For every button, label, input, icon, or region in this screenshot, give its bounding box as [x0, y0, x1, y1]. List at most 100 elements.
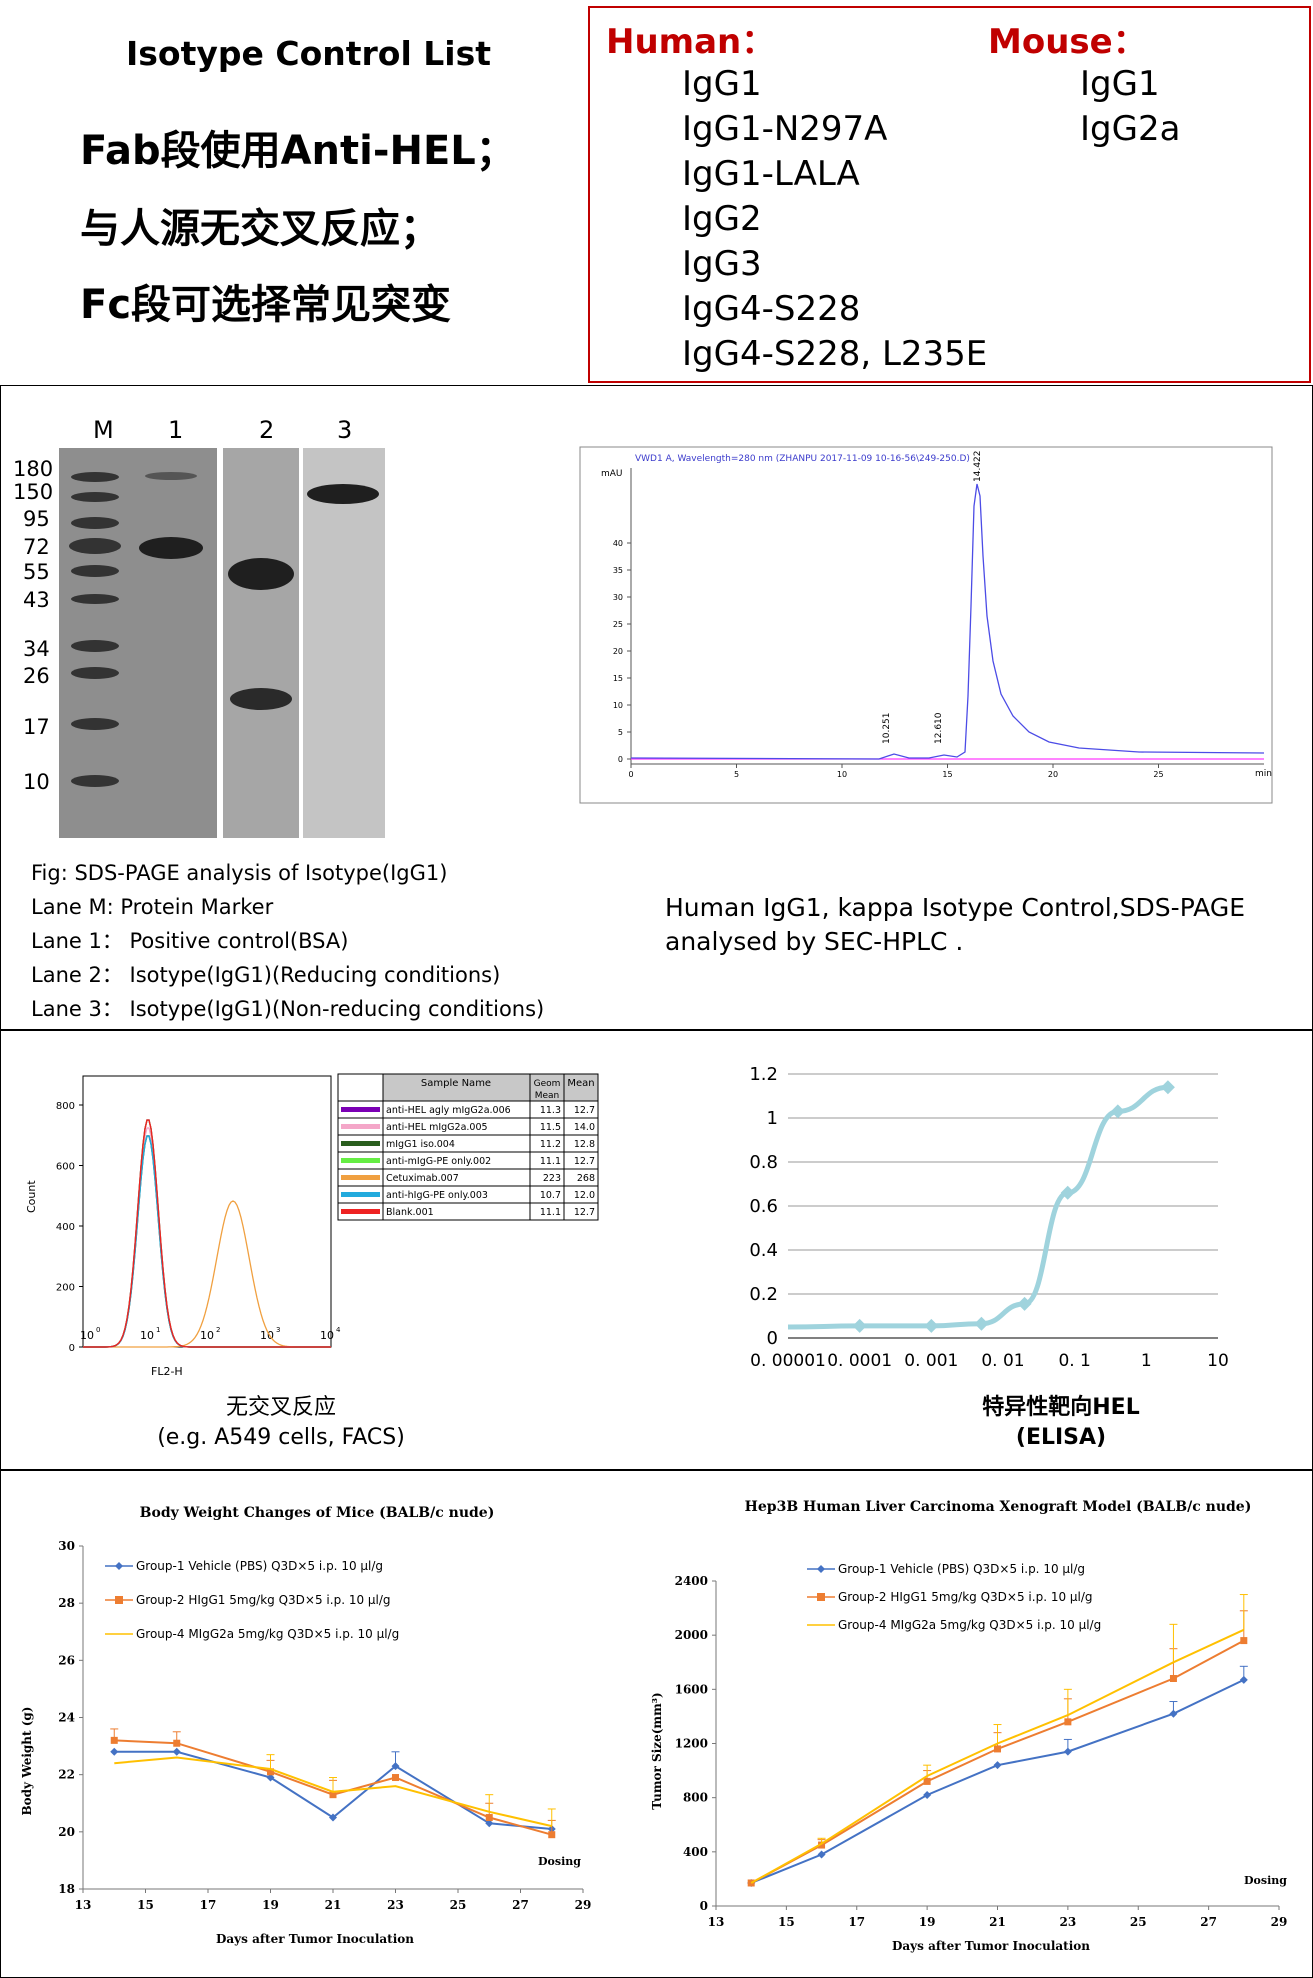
- mouse-isotype-item: IgG1: [1080, 64, 1160, 104]
- gel-legend: Fig: SDS-PAGE analysis of Isotype(IgG1) …: [31, 856, 544, 1026]
- bw-y-tick: 26: [58, 1653, 75, 1667]
- sds-page-gel: M 1 2 3 180 150 95 72 55 43 34: [13, 416, 385, 838]
- tumor-point: [1240, 1637, 1248, 1645]
- facs-y-tick: 800: [56, 1101, 75, 1112]
- facs-row-geom: 11.1: [540, 1207, 561, 1218]
- svg-text:Mean: Mean: [567, 1078, 594, 1089]
- human-label: Human：: [606, 22, 776, 62]
- lane-label-3: 3: [337, 416, 352, 444]
- facs-curve: [83, 1119, 331, 1348]
- svg-text:26: 26: [23, 664, 50, 688]
- hplc-y-tick: 15: [613, 674, 623, 683]
- bw-point: [485, 1814, 493, 1822]
- human-isotype-item: IgG4-S228, L235E: [682, 334, 988, 374]
- tumor-ylabel: Tumor Size(mm³): [650, 1692, 664, 1809]
- hplc-x-tick: 25: [1153, 770, 1163, 779]
- tumor-point: [1169, 1675, 1177, 1682]
- lane-label-1: 1: [168, 416, 183, 444]
- facs-curve: [83, 1135, 331, 1348]
- elisa-x-ticks: 0. 00001 0. 0001 0. 001 0. 01 0. 1 1 10: [750, 1351, 1229, 1371]
- elisa-y-tick: 0.2: [749, 1284, 778, 1305]
- gel-legend-lane-m: Lane M: Protein Marker: [31, 895, 274, 919]
- tumor-x-tick: 25: [1130, 1915, 1147, 1929]
- facs-caption: 无交叉反应 (e.g. A549 cells, FACS): [151, 1393, 411, 1453]
- elisa-point: [1060, 1185, 1075, 1200]
- tumor-point: [1169, 1709, 1178, 1718]
- gel-slab-2: [223, 448, 299, 838]
- svg-text:Mean: Mean: [535, 1091, 560, 1101]
- tumor-dosing: Dosing: [1244, 1874, 1287, 1887]
- svg-text:34: 34: [23, 637, 50, 661]
- tumor-x-tick: 21: [989, 1915, 1006, 1929]
- facs-ylabel: Count: [25, 1180, 38, 1213]
- bw-point: [485, 1819, 494, 1828]
- facs-y-tick: 600: [56, 1162, 75, 1173]
- bw-y-tick: 20: [58, 1825, 75, 1839]
- tumor-y-tick: 2000: [675, 1628, 708, 1642]
- facs-row-geom: 11.2: [540, 1139, 561, 1150]
- human-isotype-item: IgG1: [682, 64, 762, 104]
- tumor-y-tick: 1200: [675, 1737, 708, 1751]
- elisa-fit-line: [787, 1084, 1169, 1330]
- tumor-title: Hep3B Human Liver Carcinoma Xenograft Mo…: [745, 1499, 1252, 1515]
- hplc-y-tick: 5: [618, 728, 623, 737]
- facs-legend-swatch: [341, 1192, 380, 1197]
- facs-curve: [83, 1200, 331, 1348]
- bw-point: [266, 1773, 275, 1782]
- facs-y-tick: 200: [56, 1283, 75, 1294]
- hplc-caption-line-1: Human IgG1, kappa Isotype Control,SDS-PA…: [665, 893, 1246, 922]
- bw-point: [110, 1747, 119, 1756]
- hplc-y-ticks: 0 5 10 15 20 25 30 35 40: [613, 539, 631, 764]
- bw-ylabel: Body Weight (g): [20, 1707, 34, 1816]
- facs-row-mean: 14.0: [574, 1122, 595, 1133]
- bw-x-tick: 25: [450, 1898, 467, 1912]
- tumor-point: [993, 1761, 1002, 1770]
- svg-text:2: 2: [216, 1326, 220, 1334]
- human-isotype-item: IgG1-LALA: [682, 154, 860, 194]
- tumor-x-tick: 15: [778, 1915, 795, 1929]
- tumor-point: [747, 1879, 755, 1887]
- elisa-point: [1110, 1104, 1125, 1119]
- gel-legend-lane-1: Lane 1： Positive control(BSA): [31, 929, 349, 953]
- facs-curve: [83, 1135, 331, 1348]
- facs-row-name: Cetuximab.007: [386, 1173, 459, 1184]
- facs-row-name: mIgG1 iso.004: [386, 1139, 455, 1150]
- elisa-x-tick: 1: [1141, 1351, 1152, 1371]
- bw-x-tick: 15: [137, 1898, 154, 1912]
- facs-row-geom: 11.1: [540, 1156, 561, 1167]
- gel-legend-lane-3: Lane 3： Isotype(IgG1)(Non-reducing condi…: [31, 997, 545, 1021]
- in-vivo-panel: Body Weight Changes of Mice (BALB/c nude…: [0, 1470, 1313, 1978]
- elisa-x-tick: 0. 00001: [750, 1351, 826, 1371]
- tumor-x-tick: 17: [848, 1915, 865, 1929]
- human-isotype-item: IgG2: [682, 199, 762, 239]
- tumor-point: [817, 1850, 826, 1859]
- top-section: Isotype Control List Fab段使用Anti-HEL； 与人源…: [0, 0, 1313, 385]
- tumor-x-tick: 19: [919, 1915, 936, 1929]
- elisa-x-tick: 10: [1207, 1351, 1229, 1371]
- facs-row-name: Blank.001: [386, 1207, 434, 1218]
- facs-row-name: anti-HEL agly mIgG2a.006: [386, 1105, 511, 1116]
- lane1-band: [139, 537, 203, 559]
- facs-row-mean: 12.0: [574, 1190, 595, 1201]
- facs-caption-line-2: (e.g. A549 cells, FACS): [157, 1425, 405, 1450]
- facs-x-ticks: 10 0 10 1 10 2 10 3 10 4: [80, 1326, 341, 1342]
- facs-row-geom: 223: [543, 1173, 561, 1184]
- bw-point: [548, 1831, 556, 1839]
- svg-text:10: 10: [140, 1329, 154, 1342]
- gel-legend-fig: Fig: SDS-PAGE analysis of Isotype(IgG1): [31, 861, 448, 885]
- hplc-y-tick: 20: [613, 647, 623, 656]
- gel-slab-3: [303, 448, 385, 838]
- feature-line-3: Fc段可选择常见突变: [80, 282, 452, 328]
- tumor-point: [1063, 1747, 1072, 1756]
- bw-x-tick: 27: [512, 1898, 529, 1912]
- facs-row-name: anti-hIgG-PE only.003: [386, 1190, 488, 1201]
- svg-text:55: 55: [23, 560, 50, 584]
- bw-series-line: [114, 1756, 553, 1828]
- facs-caption-line-1: 无交叉反应: [225, 1395, 336, 1420]
- hplc-y-tick: 10: [613, 701, 623, 710]
- hplc-caption: Human IgG1, kappa Isotype Control,SDS-PA…: [665, 891, 1245, 959]
- body-weight-chart: Body Weight Changes of Mice (BALB/c nude…: [20, 1505, 591, 1946]
- isotype-list-title: Isotype Control List: [126, 34, 492, 73]
- hplc-header: VWD1 A, Wavelength=280 nm (ZHANPU 2017-1…: [635, 454, 970, 464]
- elisa-x-tick: 0. 1: [1058, 1351, 1090, 1371]
